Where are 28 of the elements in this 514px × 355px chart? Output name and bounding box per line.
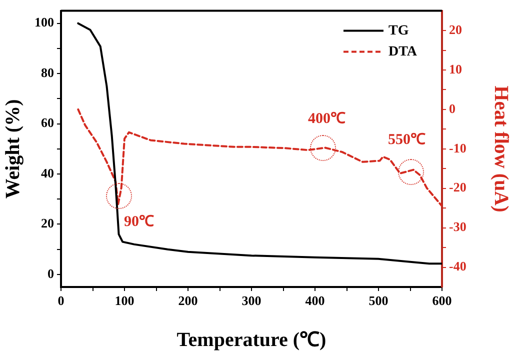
y2-tick-label: 20 (449, 22, 462, 37)
y-axis-title: Weight (%) (2, 99, 24, 199)
legend-label: TG (388, 23, 409, 38)
y-tick-label: 100 (34, 14, 54, 30)
annotation: 550℃ (388, 132, 426, 148)
y2-tick-label: -30 (449, 219, 466, 234)
x-tick-label: 300 (242, 293, 262, 308)
y-tick-label: 80 (41, 64, 54, 80)
x-axis-title: Temperature (℃) (176, 329, 326, 352)
y2-tick-label: -20 (449, 180, 466, 195)
y2-axis-title: Heat flow (uA) (490, 86, 512, 212)
x-tick-label: 600 (432, 293, 452, 308)
y2-tick-label: 0 (449, 100, 456, 116)
x-tick-label: 500 (368, 293, 388, 308)
annotation: 90℃ (124, 214, 154, 230)
y2-tick-label: 10 (449, 61, 462, 76)
legend-label: DTA (388, 44, 418, 60)
x-tick-label: 200 (178, 293, 198, 308)
annotation: 400℃ (308, 111, 346, 127)
y-tick-label: 40 (41, 165, 54, 180)
x-tick-label: 0 (58, 293, 64, 308)
y2-tick-label: -40 (449, 258, 466, 274)
y-tick-label: 20 (41, 216, 54, 231)
y2-tick-label: -10 (449, 140, 466, 156)
x-tick-label: 100 (114, 293, 134, 308)
y-tick-label: 0 (48, 266, 54, 281)
x-tick-label: 400 (305, 293, 325, 308)
y-tick-label: 60 (41, 115, 54, 130)
